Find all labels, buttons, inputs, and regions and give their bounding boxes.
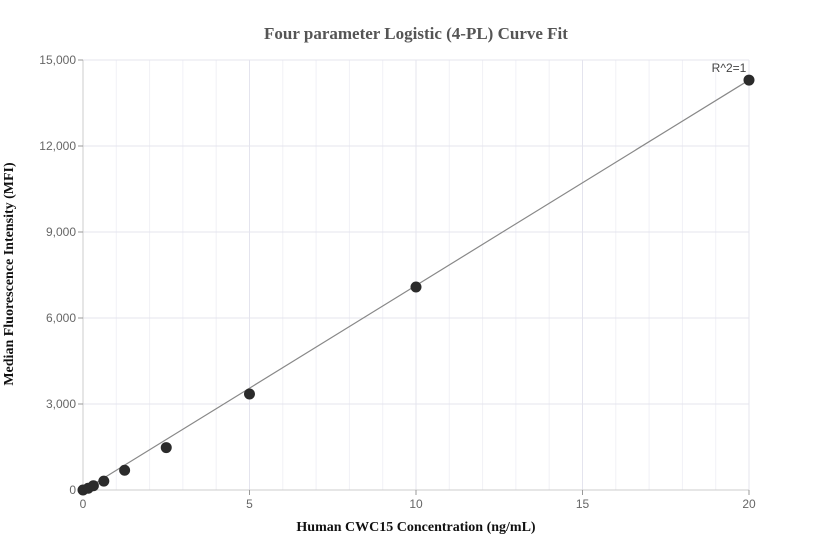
data-point[interactable] bbox=[743, 74, 755, 86]
data-point[interactable] bbox=[410, 281, 422, 293]
chart-title: Four parameter Logistic (4-PL) Curve Fit bbox=[264, 24, 568, 43]
grid-layer bbox=[83, 59, 750, 490]
data-point[interactable] bbox=[244, 388, 255, 400]
text-layer: Four parameter Logistic (4-PL) Curve Fit… bbox=[2, 24, 747, 535]
y-tick-label: 9,000 bbox=[46, 225, 76, 239]
y-tick-label: 3,000 bbox=[46, 397, 76, 411]
axis-layer: 0 5 10 15 20 0 3,000 6,000 9,000 12,000 15,000 bbox=[39, 53, 756, 511]
y-tick-label: 0 bbox=[69, 483, 76, 497]
data-point[interactable] bbox=[119, 464, 131, 476]
x-tick-label: 20 bbox=[742, 497, 756, 511]
y-tick-label: 12,000 bbox=[39, 139, 76, 153]
x-tick-label: 10 bbox=[409, 497, 423, 511]
data-point[interactable] bbox=[87, 480, 99, 492]
x-tick-label: 5 bbox=[246, 497, 253, 511]
x-tick-label: 0 bbox=[80, 497, 87, 511]
y-axis-title: Median Fluorescence Intensity (MFI) bbox=[2, 162, 17, 386]
x-axis-title: Human CWC15 Concentration (ng/mL) bbox=[296, 520, 536, 535]
x-tick-label: 15 bbox=[576, 497, 590, 511]
point-layer bbox=[77, 74, 755, 496]
r-squared-annotation: R^2=1 bbox=[712, 61, 747, 75]
data-point[interactable] bbox=[98, 475, 110, 487]
y-tick-label: 6,000 bbox=[46, 311, 76, 325]
data-point[interactable] bbox=[160, 442, 172, 454]
y-tick-label: 15,000 bbox=[39, 53, 76, 67]
